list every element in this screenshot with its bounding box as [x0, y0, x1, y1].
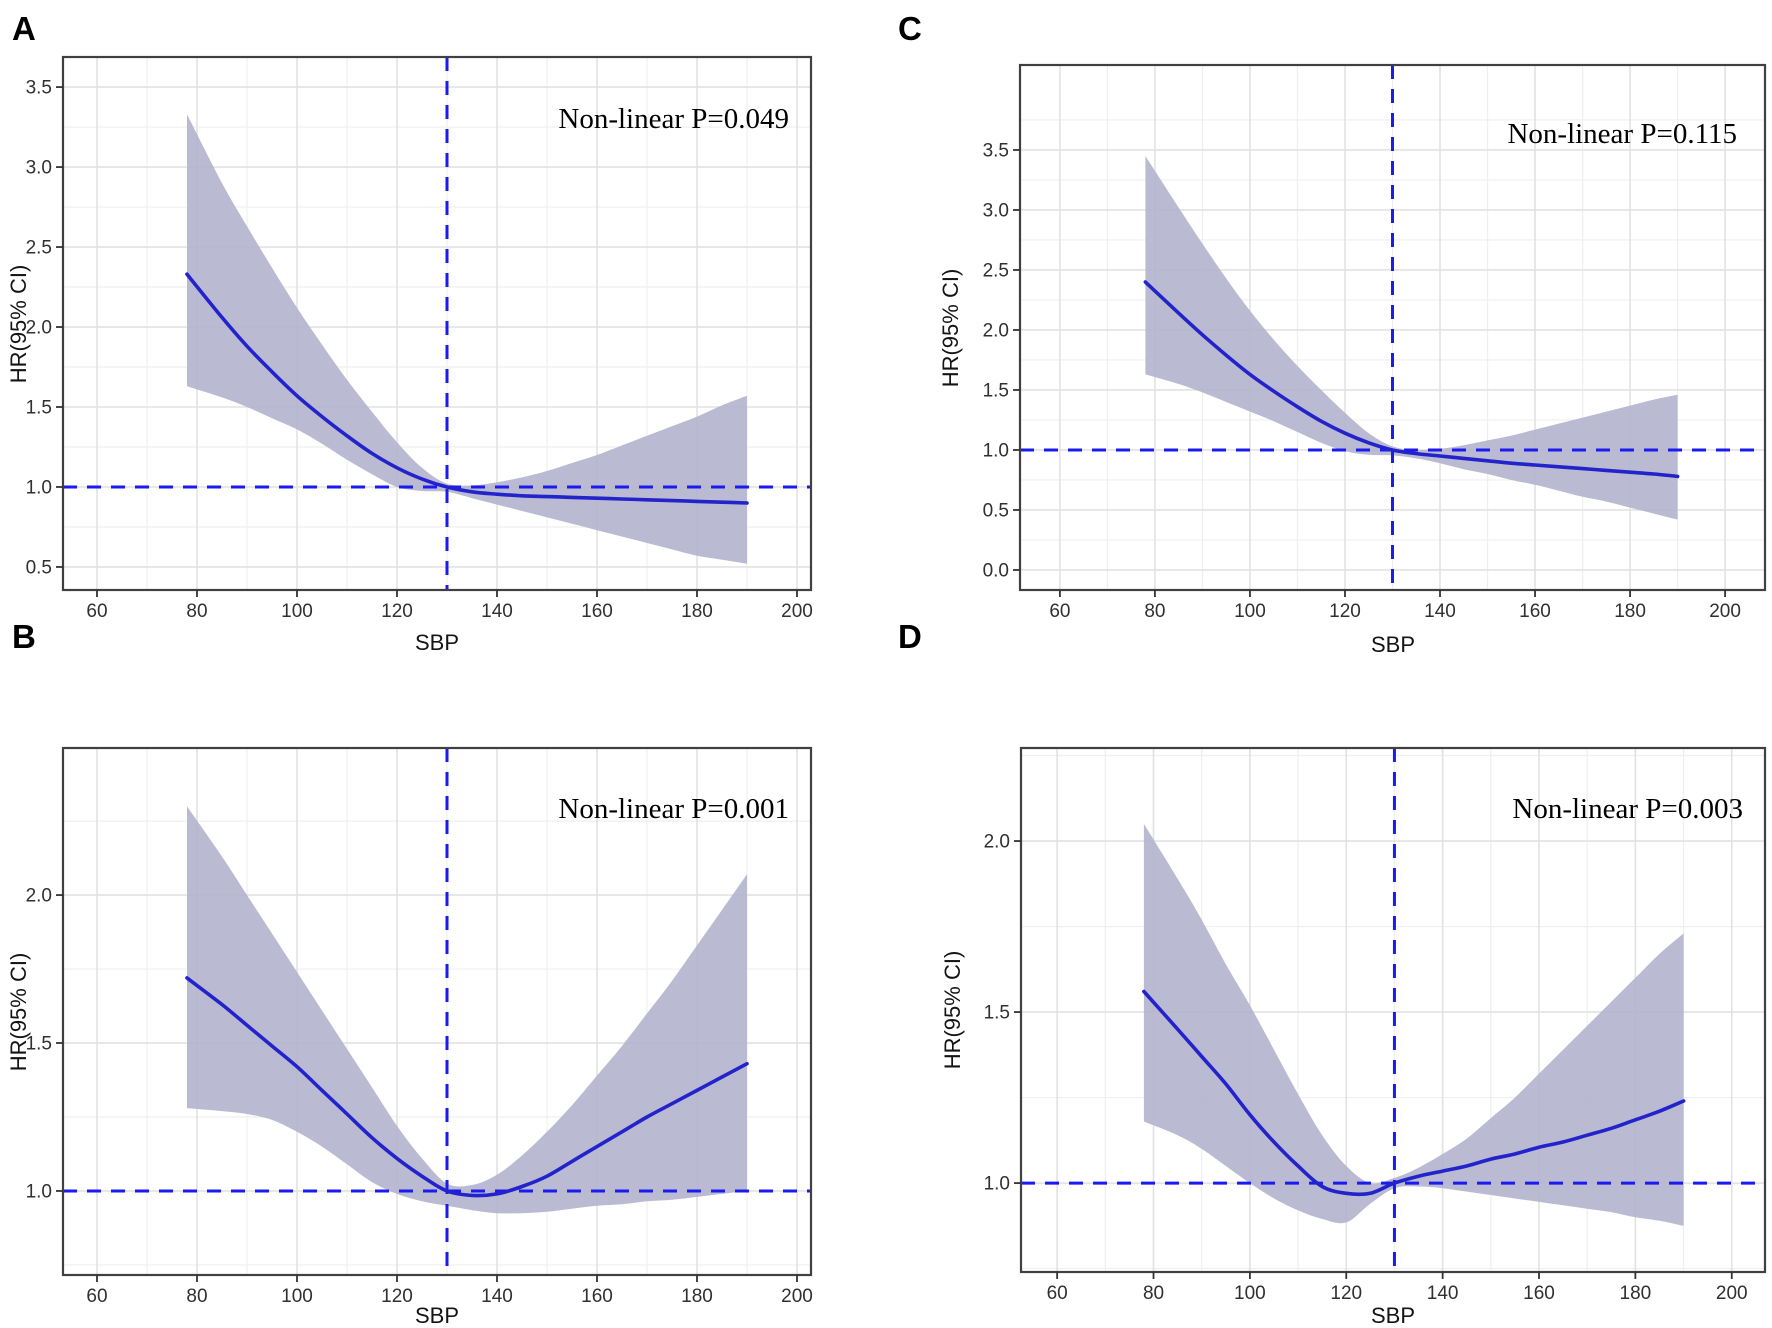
- panel-a-annotation: Non-linear P=0.049: [558, 103, 789, 135]
- x-tick-label: 200: [1709, 601, 1741, 622]
- x-tick-label: 80: [1144, 601, 1165, 622]
- y-tick-label: 2.0: [26, 318, 52, 339]
- y-tick-label: 1.5: [26, 1034, 52, 1055]
- y-tick-label: 2.0: [26, 886, 52, 907]
- x-tick-label: 100: [281, 1286, 313, 1307]
- panel-a-hr-curve: [185, 272, 749, 505]
- x-tick-label: 60: [1049, 601, 1070, 622]
- y-tick-label: 0.5: [983, 500, 1009, 521]
- y-tick-label: 3.0: [26, 158, 52, 179]
- panel-d: 60 80 100 120 140 160 180 200 1.0 1.5 2.0: [984, 746, 1767, 1304]
- y-tick-label: 1.5: [26, 398, 52, 419]
- x-tick-label: 140: [1427, 1283, 1459, 1304]
- x-tick-label: 80: [1143, 1283, 1164, 1304]
- panel-d-ci-band: [1143, 823, 1684, 1226]
- y-tick-label: 3.5: [983, 140, 1009, 161]
- panel-b-ci-band: [187, 806, 747, 1214]
- x-tick-label: 160: [1523, 1283, 1555, 1304]
- panel-b-annotation: Non-linear P=0.001: [558, 793, 789, 825]
- y-tick-label: 1.5: [983, 380, 1009, 401]
- panel-c-annotation: Non-linear P=0.115: [1507, 118, 1737, 150]
- x-tick-label: 180: [1614, 601, 1646, 622]
- labels-layer: A Non-linear P=0.049 SBP HR(95% CI) B No…: [6, 10, 1743, 1328]
- x-tick-label: 60: [86, 1286, 107, 1307]
- panel-c-ci-band: [1145, 156, 1678, 520]
- x-tick-label: 180: [681, 1286, 713, 1307]
- x-tick-label: 100: [1234, 601, 1266, 622]
- panel-d-annotation: Non-linear P=0.003: [1512, 793, 1743, 825]
- panel-b-hr-curve: [185, 976, 749, 1198]
- panel-b-yaxis-title: HR(95% CI): [6, 953, 31, 1072]
- x-tick-label: 120: [381, 601, 413, 622]
- x-tick-label: 200: [781, 601, 813, 622]
- panel-border: [1018, 63, 1767, 592]
- y-tick-label: 0.5: [26, 557, 52, 578]
- panel-border: [1019, 746, 1767, 1274]
- x-tick-label: 140: [1424, 601, 1456, 622]
- x-tick-label: 100: [281, 601, 313, 622]
- x-tick-label: 80: [186, 601, 207, 622]
- panel-border: [61, 55, 813, 592]
- x-tick-label: 120: [381, 1286, 413, 1307]
- y-tick-label: 1.0: [983, 440, 1009, 461]
- y-tick-label: 1.0: [26, 477, 52, 498]
- panel-b: 60 80 100 120 140 160 180 200 1.0 1.5 2.0: [26, 746, 813, 1307]
- x-tick-label: 120: [1329, 601, 1361, 622]
- panel-c-yaxis-title: HR(95% CI): [938, 269, 963, 388]
- x-tick-label: 100: [1234, 1283, 1266, 1304]
- x-tick-label: 160: [581, 601, 613, 622]
- panel-a: 60 80 100 120 140 160 180 200 0.5 1.0 1.5 2.0 2.5 3.0…: [26, 55, 813, 622]
- x-tick-label: 120: [1330, 1283, 1362, 1304]
- panel-c-xaxis-title: SBP: [1371, 632, 1415, 657]
- y-tick-label: 2.0: [983, 320, 1009, 341]
- y-tick-label: 3.0: [983, 200, 1009, 221]
- panel-c-letter: C: [898, 10, 922, 47]
- panel-d-letter: D: [898, 618, 922, 655]
- x-tick-label: 140: [481, 601, 513, 622]
- x-tick-label: 160: [1519, 601, 1551, 622]
- panel-a-xaxis-title: SBP: [415, 630, 459, 655]
- y-tick-label: 1.5: [984, 1003, 1010, 1024]
- panel-d-xaxis-title: SBP: [1371, 1303, 1415, 1328]
- x-tick-label: 200: [1716, 1283, 1748, 1304]
- panel-d-hr-curve: [1142, 989, 1686, 1197]
- panels-layer: 60 80 100 120 140 160 180 200 0.5 1.0 1.5 2.0 2.5 3.0…: [26, 55, 1767, 1307]
- x-tick-label: 180: [1620, 1283, 1652, 1304]
- y-tick-label: 2.5: [26, 238, 52, 259]
- y-tick-label: 3.5: [26, 78, 52, 99]
- x-tick-label: 180: [681, 601, 713, 622]
- panel-a-ci-band: [187, 114, 747, 564]
- panel-b-xaxis-title: SBP: [415, 1303, 459, 1328]
- panel-c: 60 80 100 120 140 160 180 200 0.0 0.5 1.0 1.5 2.0 2.5…: [983, 63, 1767, 622]
- x-tick-label: 60: [1047, 1283, 1068, 1304]
- panel-a-yaxis-title: HR(95% CI): [6, 265, 31, 384]
- x-tick-label: 200: [781, 1286, 813, 1307]
- y-tick-label: 0.0: [983, 560, 1009, 581]
- panel-b-letter: B: [12, 618, 36, 655]
- panel-d-yaxis-title: HR(95% CI): [940, 951, 965, 1070]
- panel-a-letter: A: [12, 10, 36, 47]
- x-tick-label: 140: [481, 1286, 513, 1307]
- panel-c-hr-curve: [1143, 280, 1680, 479]
- y-tick-label: 2.0: [984, 832, 1010, 853]
- y-tick-label: 1.0: [984, 1174, 1010, 1195]
- y-tick-label: 1.0: [26, 1181, 52, 1202]
- panel-border: [61, 746, 813, 1277]
- x-tick-label: 80: [186, 1286, 207, 1307]
- x-tick-label: 60: [86, 601, 107, 622]
- x-tick-label: 160: [581, 1286, 613, 1307]
- y-tick-label: 2.5: [983, 260, 1009, 281]
